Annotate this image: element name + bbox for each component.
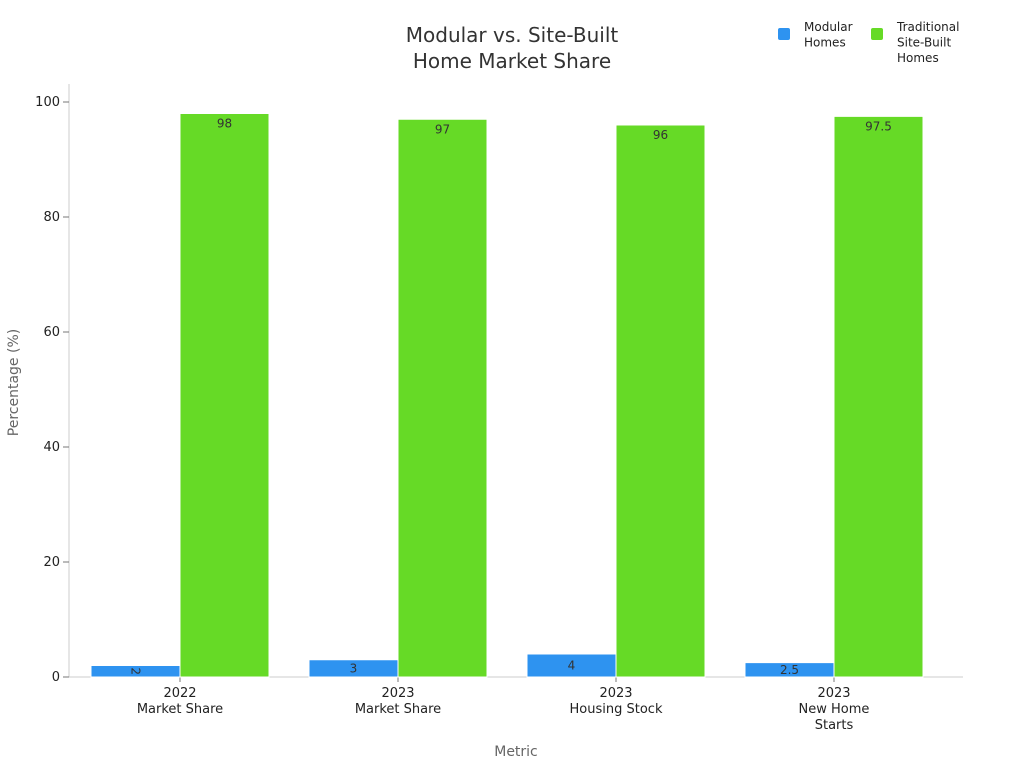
site-built-bar-label: 97 — [435, 122, 450, 136]
y-tick-label: 20 — [43, 555, 60, 570]
x-axis-label: Metric — [494, 744, 538, 760]
legend-label-site-built[interactable]: Homes — [897, 51, 939, 65]
y-tick-label: 100 — [35, 95, 60, 110]
legend-label-site-built[interactable]: Traditional — [896, 20, 959, 34]
site-built-bar[interactable] — [397, 118, 488, 678]
site-built-bar-label: 98 — [217, 117, 232, 131]
chart-bar-labels: 2 98 3 97 4 96 2.5 97.5 — [129, 117, 892, 677]
x-tick-label: Housing Stock — [570, 702, 663, 717]
x-tick-label: Market Share — [137, 702, 223, 717]
modular-bar-label: 2 — [129, 667, 143, 675]
x-tick-label: 2023 — [817, 686, 850, 701]
y-tick-label: 80 — [43, 210, 60, 225]
chart-title-line: Home Market Share — [413, 49, 611, 73]
y-tick-label: 60 — [43, 325, 60, 340]
site-built-bar-label: 97.5 — [865, 119, 892, 133]
x-tick-label: 2023 — [381, 686, 414, 701]
x-tick-label: 2022 — [163, 686, 196, 701]
legend-label-site-built[interactable]: Site-Built — [897, 36, 951, 50]
site-built-bar[interactable] — [615, 124, 706, 678]
x-tick-label: Starts — [815, 718, 854, 733]
y-axis-label: Percentage (%) — [6, 329, 22, 436]
legend-label-modular[interactable]: Homes — [804, 36, 846, 50]
modular-bar-label: 2.5 — [780, 663, 799, 677]
y-tick-label: 40 — [43, 440, 60, 455]
x-tick-label: 2023 — [599, 686, 632, 701]
site-built-bar[interactable] — [833, 115, 924, 678]
x-tick-label: Market Share — [355, 702, 441, 717]
legend-marker-site-built[interactable] — [871, 28, 883, 40]
modular-bar-label: 3 — [350, 661, 358, 675]
legend-marker-modular[interactable] — [778, 28, 790, 40]
x-tick-label: New Home — [799, 702, 870, 717]
chart-bars — [90, 113, 924, 678]
chart-title-line: Modular vs. Site-Built — [406, 23, 619, 47]
site-built-bar[interactable] — [179, 113, 270, 678]
modular-bar-label: 4 — [568, 659, 576, 673]
legend-label-modular[interactable]: Modular — [804, 20, 853, 34]
y-tick-label: 0 — [52, 670, 60, 685]
site-built-bar-label: 96 — [653, 128, 668, 142]
